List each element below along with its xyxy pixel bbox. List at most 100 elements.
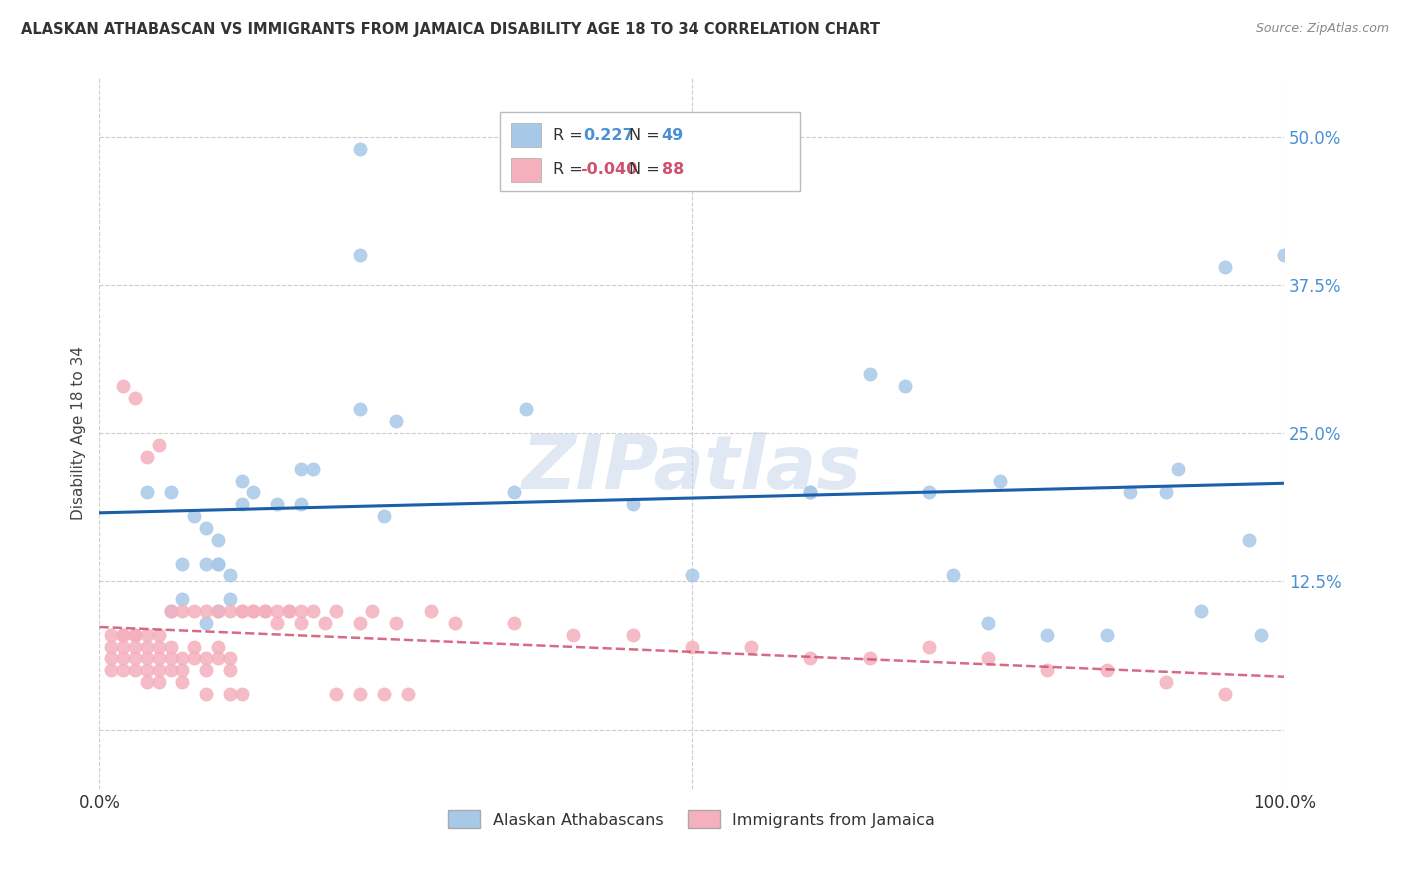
Point	[159, 604, 181, 618]
Point	[112, 640, 135, 654]
Point	[218, 592, 240, 607]
Point	[621, 497, 644, 511]
Point	[858, 651, 880, 665]
Point	[183, 640, 205, 654]
Text: N =: N =	[628, 162, 665, 178]
Text: Source: ZipAtlas.com: Source: ZipAtlas.com	[1256, 22, 1389, 36]
Point	[740, 640, 762, 654]
Point	[124, 628, 146, 642]
Point	[135, 675, 157, 690]
Point	[207, 557, 229, 571]
Point	[231, 604, 253, 618]
Point	[325, 687, 347, 701]
Point	[148, 651, 170, 665]
Point	[301, 461, 323, 475]
Point	[325, 604, 347, 618]
Point	[290, 604, 312, 618]
Point	[1154, 675, 1177, 690]
Point	[218, 604, 240, 618]
Point	[218, 663, 240, 677]
Point	[290, 497, 312, 511]
Point	[195, 663, 218, 677]
Point	[148, 675, 170, 690]
Point	[112, 628, 135, 642]
Point	[172, 604, 194, 618]
Text: ZIPatlas: ZIPatlas	[522, 433, 862, 505]
Point	[135, 628, 157, 642]
Point	[218, 568, 240, 582]
Point	[278, 604, 301, 618]
Point	[100, 640, 122, 654]
Text: 88: 88	[661, 162, 683, 178]
Point	[148, 438, 170, 452]
Point	[135, 663, 157, 677]
Point	[231, 604, 253, 618]
Point	[681, 640, 703, 654]
Point	[231, 497, 253, 511]
Point	[100, 651, 122, 665]
Point	[195, 651, 218, 665]
Point	[124, 391, 146, 405]
Point	[124, 640, 146, 654]
Point	[124, 628, 146, 642]
Point	[135, 651, 157, 665]
Point	[148, 663, 170, 677]
Point	[799, 485, 821, 500]
Point	[621, 628, 644, 642]
Point	[420, 604, 443, 618]
Point	[396, 687, 419, 701]
Text: N =: N =	[628, 128, 665, 143]
Point	[373, 687, 395, 701]
Point	[207, 604, 229, 618]
Point	[231, 687, 253, 701]
Text: 49: 49	[661, 128, 683, 143]
Point	[183, 509, 205, 524]
Point	[1237, 533, 1260, 547]
Point	[361, 604, 384, 618]
Point	[349, 402, 371, 417]
Point	[183, 604, 205, 618]
Point	[172, 663, 194, 677]
Point	[1250, 628, 1272, 642]
Point	[195, 615, 218, 630]
Point	[195, 687, 218, 701]
Point	[207, 640, 229, 654]
Point	[207, 651, 229, 665]
Point	[349, 248, 371, 262]
Point	[195, 521, 218, 535]
Point	[503, 615, 526, 630]
Point	[112, 663, 135, 677]
Point	[135, 640, 157, 654]
Point	[124, 651, 146, 665]
Point	[135, 450, 157, 464]
Point	[977, 615, 1000, 630]
Point	[172, 592, 194, 607]
Point	[172, 651, 194, 665]
Text: -0.040: -0.040	[581, 162, 638, 178]
Point	[941, 568, 963, 582]
Point	[918, 485, 941, 500]
Point	[242, 604, 264, 618]
Point	[349, 615, 371, 630]
Point	[799, 485, 821, 500]
Point	[301, 604, 323, 618]
Point	[124, 663, 146, 677]
Point	[373, 509, 395, 524]
Point	[254, 604, 277, 618]
Point	[159, 663, 181, 677]
Point	[218, 651, 240, 665]
Point	[195, 604, 218, 618]
Point	[681, 568, 703, 582]
Point	[1095, 663, 1118, 677]
Point	[1167, 461, 1189, 475]
Point	[503, 485, 526, 500]
Point	[444, 615, 467, 630]
Point	[207, 557, 229, 571]
Point	[195, 557, 218, 571]
Point	[112, 628, 135, 642]
Point	[159, 640, 181, 654]
Point	[1189, 604, 1212, 618]
Point	[148, 640, 170, 654]
Point	[100, 628, 122, 642]
Point	[290, 615, 312, 630]
